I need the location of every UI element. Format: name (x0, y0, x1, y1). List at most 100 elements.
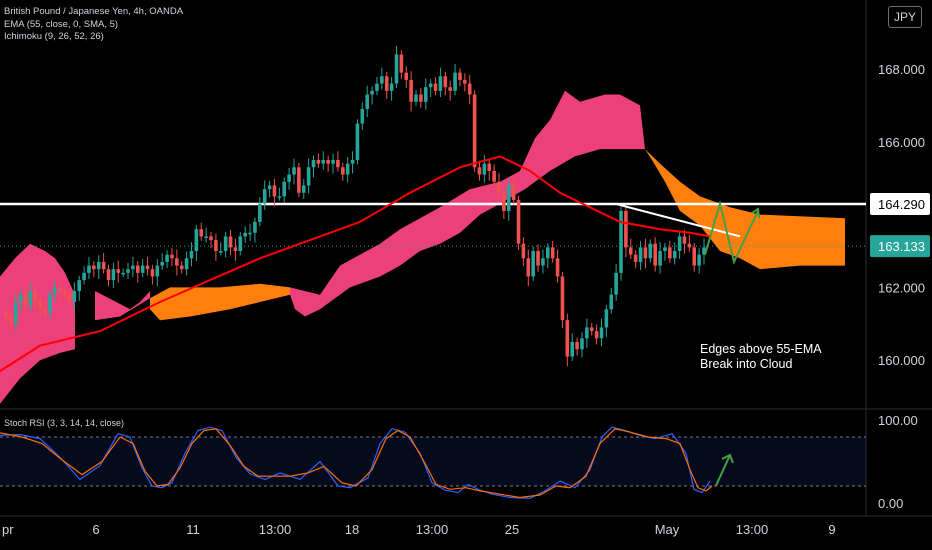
candle-body (321, 160, 326, 164)
candle-body (516, 200, 521, 244)
candle-body (233, 247, 238, 251)
candle-body (9, 316, 13, 324)
candle-body (409, 79, 413, 102)
time-tick-label: 6 (92, 522, 99, 537)
ichimoku-cloud-bearish (95, 291, 150, 321)
candle-body (594, 331, 599, 339)
candle-body (497, 181, 501, 193)
candle-body (248, 232, 252, 235)
candle-body (565, 320, 570, 357)
candle-body (106, 269, 111, 281)
candle-body (258, 203, 262, 222)
time-tick-label: 13:00 (259, 522, 292, 537)
candle-body (614, 272, 618, 295)
candle-body (599, 327, 604, 339)
candle-body (619, 210, 623, 273)
candle-body (301, 185, 306, 193)
candle-body (423, 87, 428, 102)
currency-button[interactable]: JPY (887, 6, 922, 28)
candle-body (648, 243, 653, 259)
price-label: 163.133 (878, 239, 925, 254)
time-tick-label: 13:00 (416, 522, 449, 537)
candle-body (67, 294, 72, 302)
candle-body (57, 287, 62, 292)
candle-body (23, 294, 28, 306)
candle-body (521, 243, 526, 259)
time-tick-label: 9 (828, 522, 835, 537)
candle-body (282, 181, 287, 197)
candle-body (399, 54, 404, 73)
candle-body (345, 163, 350, 175)
stoch-k-line (0, 426, 711, 499)
stoch-tick-label: 0.00 (878, 496, 903, 511)
candle-body (453, 72, 457, 91)
candle-body (165, 254, 169, 262)
candle-body (209, 236, 213, 241)
candle-body (111, 269, 116, 281)
candle-body (253, 221, 257, 233)
time-tick-label: 13:00 (736, 522, 769, 537)
candle-body (53, 287, 57, 295)
candle-body (145, 265, 150, 270)
candle-body (214, 240, 218, 251)
candle-body (116, 269, 121, 273)
candle-body (697, 254, 701, 266)
candle-body (365, 94, 370, 110)
stoch-rsi-legend: Stoch RSI (3, 3, 14, 14, close) (4, 418, 125, 428)
candle-body (414, 94, 418, 102)
candle-body (101, 261, 106, 270)
candle-body (668, 247, 672, 259)
candle-body (677, 236, 682, 251)
candle-body (262, 189, 267, 204)
candle-body (292, 167, 296, 175)
candle-body (184, 258, 189, 270)
candle-body (62, 291, 67, 295)
price-label: 164.290 (878, 197, 925, 212)
ichimoku-cloud-bearish (0, 243, 75, 404)
candle-body (316, 160, 321, 164)
candle-body (87, 265, 91, 273)
candle-body (155, 265, 160, 277)
time-tick-label: pr (2, 522, 14, 537)
candle-body (506, 185, 511, 211)
candle-body (570, 342, 575, 357)
candle-body (18, 294, 23, 302)
time-tick-label: May (655, 522, 680, 537)
candle-body (589, 327, 594, 332)
candle-body (96, 261, 101, 270)
candle-body (135, 265, 140, 273)
candle-body (277, 196, 282, 198)
candle-body (306, 167, 311, 186)
candle-body (140, 265, 145, 273)
annotation-line-2: Break into Cloud (700, 357, 793, 371)
time-tick-label: 18 (345, 522, 359, 537)
candle-body (702, 247, 706, 255)
price-label-box (870, 193, 930, 216)
ichimoku-cloud-bullish (645, 149, 845, 270)
stoch-tick-label: 100.00 (878, 413, 918, 428)
price-label-box (870, 235, 930, 258)
time-tick-label: 11 (186, 522, 200, 537)
candle-body (663, 247, 667, 251)
candle-body (48, 294, 52, 313)
stoch-arrow (715, 454, 731, 487)
chart-annotation: Edges above 55-EMA Break into Cloud (700, 342, 822, 372)
candle-body (546, 247, 550, 259)
candle-body (340, 167, 345, 175)
candle-body (448, 87, 452, 91)
candle-body (336, 160, 340, 168)
candle-body (458, 72, 462, 80)
candle-body (443, 76, 448, 88)
candle-body (287, 174, 291, 182)
candle-body (204, 236, 208, 238)
candle-body (511, 185, 516, 201)
candle-body (179, 265, 184, 270)
candle-body (653, 243, 657, 266)
candle-body (389, 83, 394, 91)
candle-body (463, 79, 467, 84)
candle-body (472, 94, 477, 168)
candle-body (350, 160, 355, 164)
candle-body (580, 338, 584, 350)
candle-body (33, 291, 38, 302)
